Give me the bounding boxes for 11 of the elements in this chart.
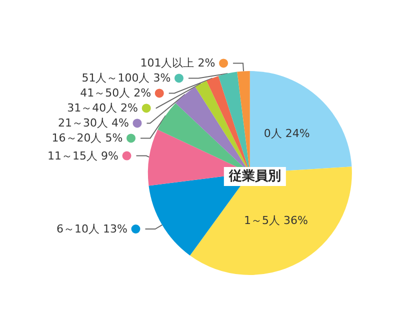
slice-label: 0人 24% <box>264 127 310 140</box>
legend-label: 51人～100人 3% <box>82 72 171 85</box>
text: 従業員別 <box>228 169 281 184</box>
legend-label: 16～20人 5% <box>52 132 123 145</box>
legend-label: 101人以上 2% <box>140 56 216 70</box>
slice-label: 1～5人 36% <box>244 214 308 227</box>
legend-label: 21～30人 4% <box>58 116 129 130</box>
legend-label: 6～10人 13% <box>56 222 128 236</box>
legend-label: 41～50人 2% <box>80 86 152 100</box>
legend-label: 11～15人 9% <box>47 149 118 162</box>
legend-label: 31～40人 2% <box>67 102 138 115</box>
